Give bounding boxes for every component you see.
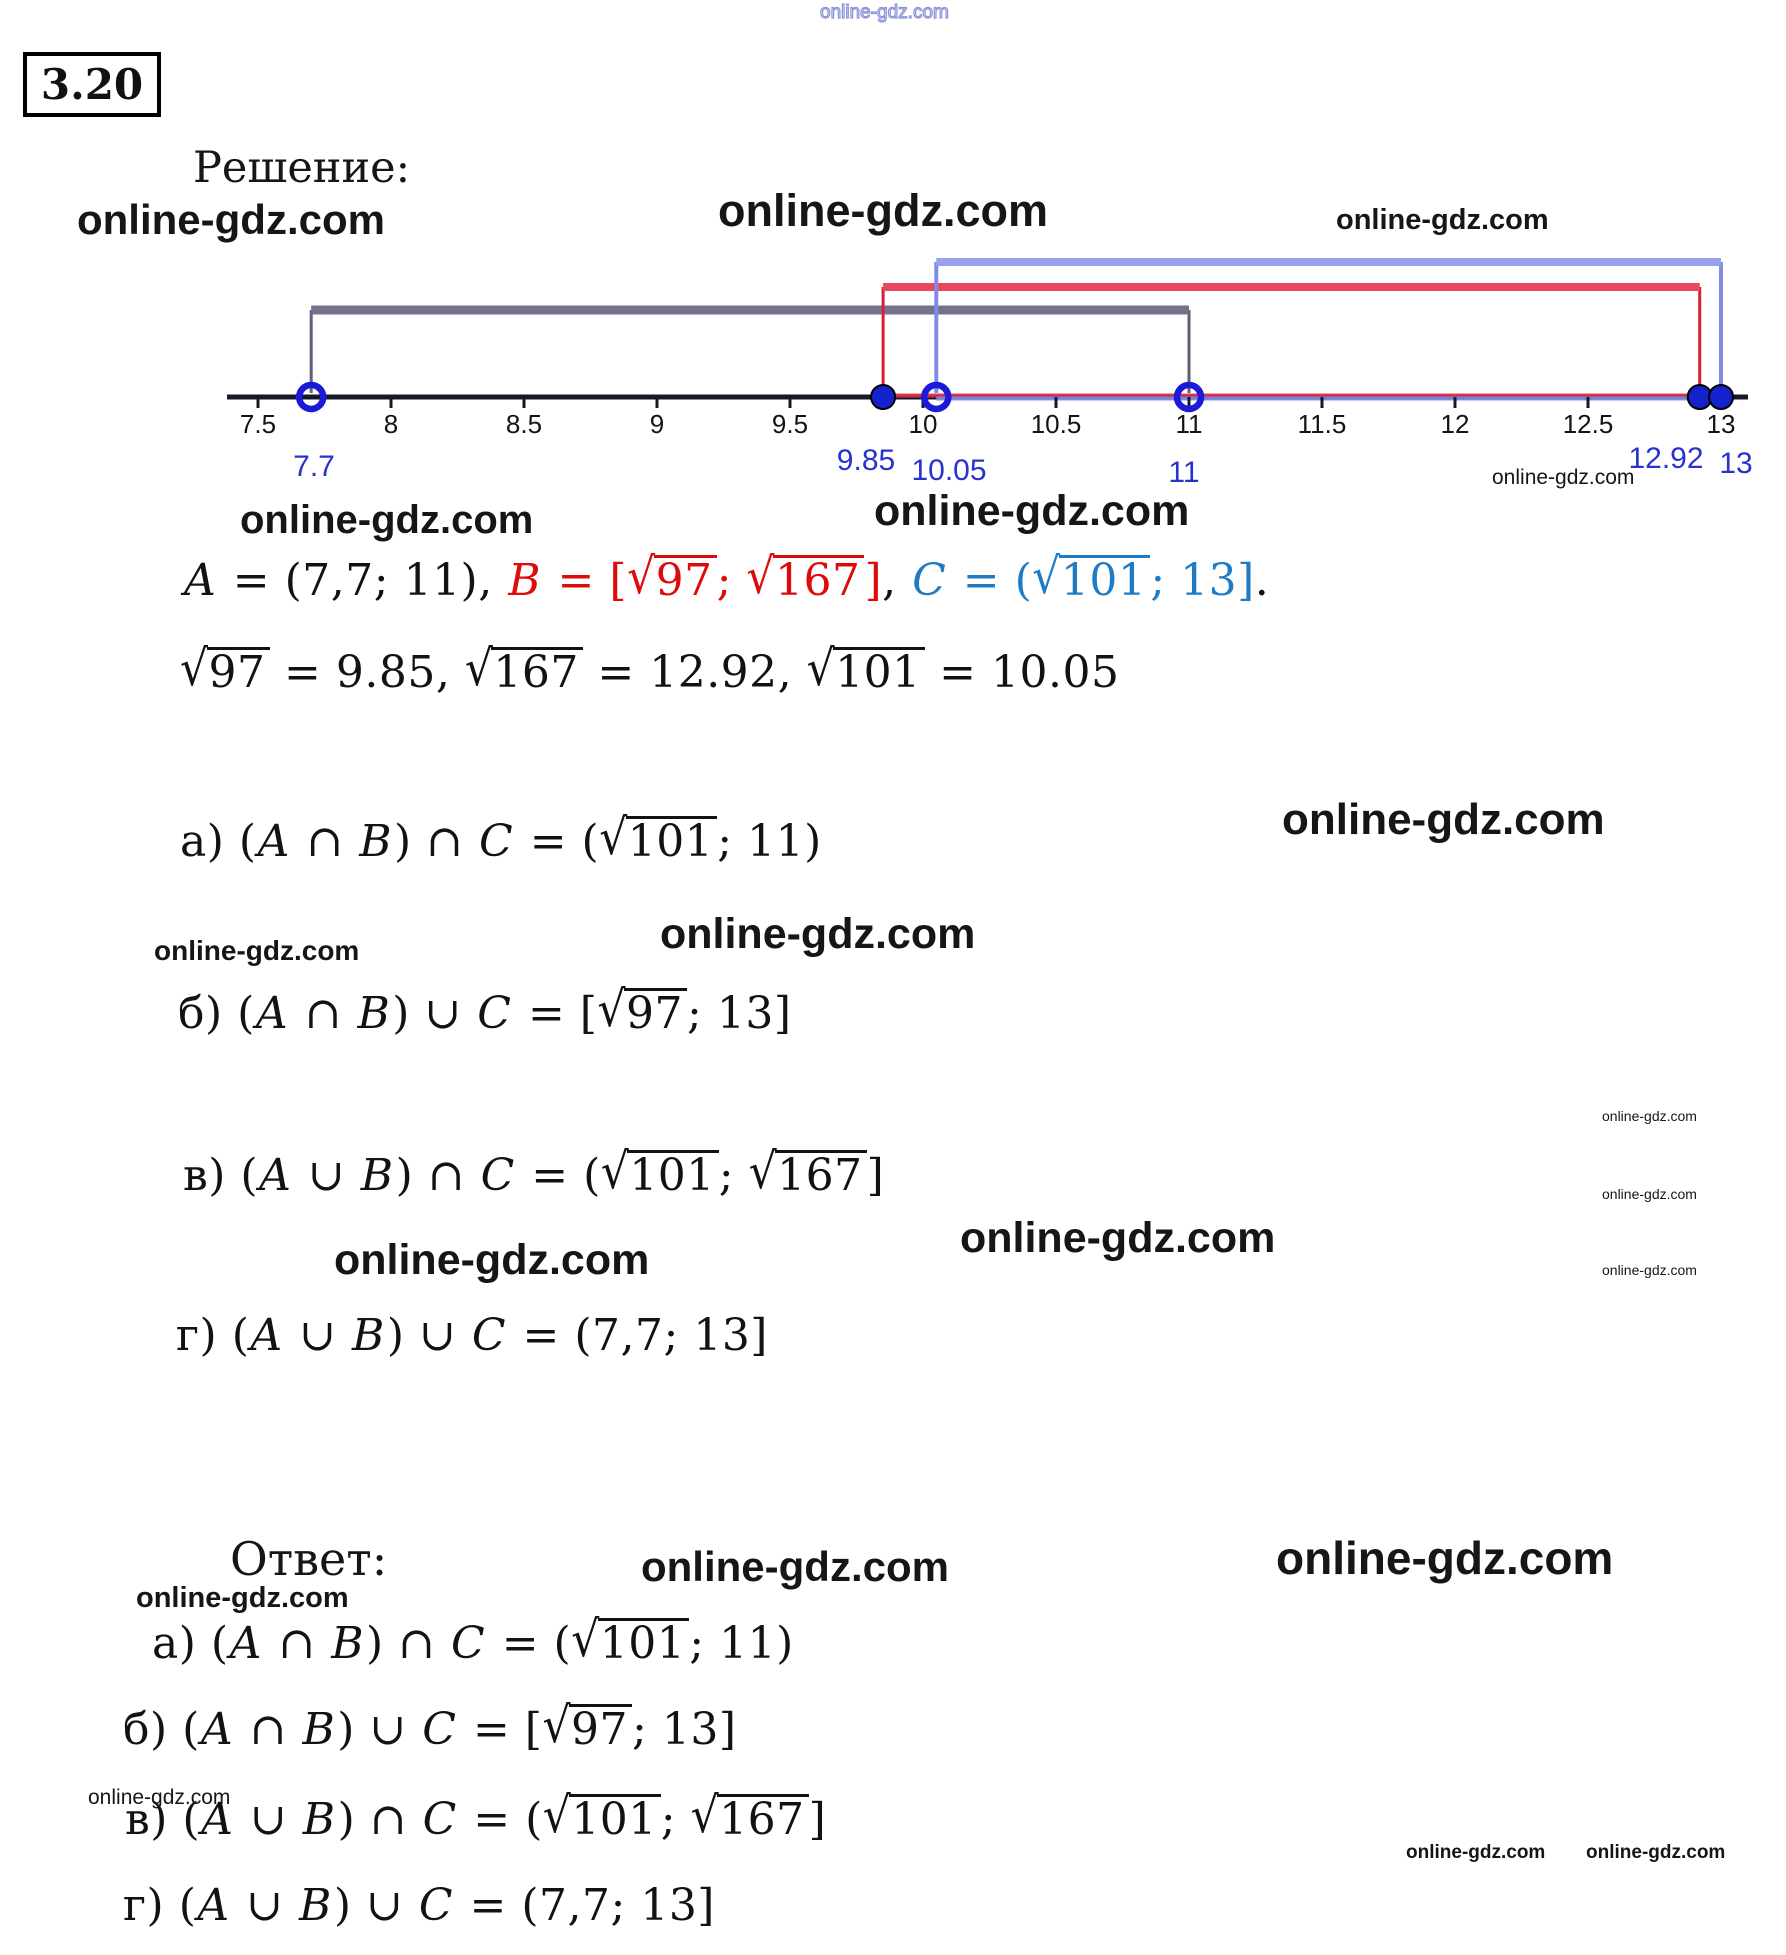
watermark: online-gdz.com bbox=[1602, 1262, 1697, 1278]
watermark: online-gdz.com bbox=[240, 498, 534, 542]
solution-formula-line-3: а) (A ∩ B) ∩ C = (√101; 11) bbox=[180, 809, 822, 871]
sqrt-expression: √167 bbox=[746, 548, 865, 610]
sqrt-expression: √101 bbox=[601, 1143, 719, 1205]
sqrt-expression: √101 bbox=[807, 640, 925, 702]
open-point-11 bbox=[1173, 381, 1205, 413]
sqrt-expression: √97 bbox=[627, 548, 717, 610]
sqrt-expression: √97 bbox=[597, 981, 688, 1043]
solution-formula-line-1: A = (7,7; 11), B = [√97; √167], C = (√10… bbox=[183, 548, 1269, 610]
watermark: online-gdz.com bbox=[1602, 1108, 1697, 1124]
watermark: online-gdz.com bbox=[1336, 204, 1549, 236]
closed-point-13 bbox=[1708, 384, 1734, 410]
tick-label: 11.5 bbox=[1298, 409, 1347, 439]
watermark: online-gdz.com bbox=[718, 185, 1048, 236]
tick-label: 12.5 bbox=[1563, 409, 1614, 439]
watermark: online-gdz.com bbox=[77, 196, 385, 243]
watermark: online-gdz.com bbox=[641, 1543, 949, 1590]
answer-formula-line-1: а) (A ∩ B) ∩ C = (√101; 11) bbox=[152, 1611, 794, 1673]
watermark: online-gdz.com bbox=[154, 935, 360, 966]
solution-formula-line-5: в) (A ∪ B) ∩ C = (√101; √167] bbox=[183, 1143, 884, 1205]
watermark: online-gdz.com bbox=[136, 1582, 349, 1614]
sqrt-expression: √167 bbox=[691, 1787, 809, 1849]
sqrt-expression: √97 bbox=[542, 1697, 633, 1759]
tick-label: 8.5 bbox=[506, 409, 542, 439]
sqrt-expression: √101 bbox=[1032, 548, 1151, 610]
watermark: online-gdz.com bbox=[874, 487, 1190, 535]
solution-formula-line-4: б) (A ∩ B) ∪ C = [√97; 13] bbox=[178, 981, 792, 1043]
answer-formula-line-2: б) (A ∩ B) ∪ C = [√97; 13] bbox=[123, 1697, 737, 1759]
closed-point-9.85 bbox=[870, 384, 897, 410]
open-point-10.05 bbox=[921, 381, 952, 413]
watermark: online-gdz.com bbox=[960, 1214, 1276, 1262]
watermark: online-gdz.com bbox=[1586, 1842, 1726, 1863]
solution-formula-line-6: г) (A ∪ B) ∪ C = (7,7; 13] bbox=[176, 1310, 768, 1361]
point-label-11: 11 bbox=[1168, 456, 1199, 489]
watermark: online-gdz.com bbox=[88, 1786, 231, 1809]
sqrt-expression: √167 bbox=[465, 640, 583, 702]
solution-heading: Решение: bbox=[193, 143, 411, 193]
sqrt-expression: √167 bbox=[749, 1143, 867, 1205]
point-label-9.85: 9.85 bbox=[837, 444, 895, 477]
watermark: online-gdz.com bbox=[1602, 1186, 1697, 1202]
sqrt-expression: √101 bbox=[599, 809, 718, 871]
tick-label: 7.5 bbox=[240, 409, 276, 439]
watermark: online-gdz.com bbox=[1492, 466, 1635, 489]
sqrt-expression: √97 bbox=[180, 640, 270, 702]
tick-label: 11 bbox=[1176, 409, 1203, 439]
watermark: online-gdz.com bbox=[819, 1, 949, 23]
tick-label: 13 bbox=[1707, 409, 1736, 439]
watermark: online-gdz.com bbox=[1276, 1532, 1614, 1584]
answer-formula-line-4: г) (A ∪ B) ∪ C = (7,7; 13] bbox=[123, 1880, 715, 1931]
open-point-7.7 bbox=[295, 381, 327, 413]
sqrt-expression: √101 bbox=[571, 1611, 690, 1673]
point-label-10.05: 10.05 bbox=[911, 454, 986, 487]
sqrt-expression: √101 bbox=[543, 1787, 661, 1849]
tick-label: 12 bbox=[1441, 409, 1470, 439]
watermark: online-gdz.com bbox=[1406, 1842, 1546, 1863]
tick-label: 8 bbox=[384, 409, 398, 439]
tick-label: 10 bbox=[909, 409, 938, 439]
solution-formula-line-2: √97 = 9.85, √167 = 12.92, √101 = 10.05 bbox=[180, 640, 1119, 702]
problem-number: 3.20 bbox=[40, 60, 144, 109]
tick-label: 10.5 bbox=[1031, 409, 1082, 439]
answer-formula-line-3: в) (A ∪ B) ∩ C = (√101; √167] bbox=[125, 1787, 826, 1849]
watermark: online-gdz.com bbox=[334, 1236, 650, 1284]
answer-heading: Ответ: bbox=[230, 1532, 388, 1586]
tick-label: 9 bbox=[650, 409, 664, 439]
point-label-12.92: 12.92 bbox=[1628, 442, 1703, 475]
watermark: online-gdz.com bbox=[1282, 795, 1605, 844]
tick-label: 9.5 bbox=[772, 409, 808, 439]
problem-number-box: 3.20 bbox=[23, 52, 161, 117]
point-label-13: 13 bbox=[1719, 447, 1752, 480]
watermark: online-gdz.com bbox=[660, 910, 976, 958]
number-line-diagram: 7.5 8 8.5 9 9.5 10 10.5 11 11.5 12 12.5 13 7.7 9.85 10… bbox=[227, 258, 1753, 489]
point-label-7.7: 7.7 bbox=[293, 450, 335, 483]
